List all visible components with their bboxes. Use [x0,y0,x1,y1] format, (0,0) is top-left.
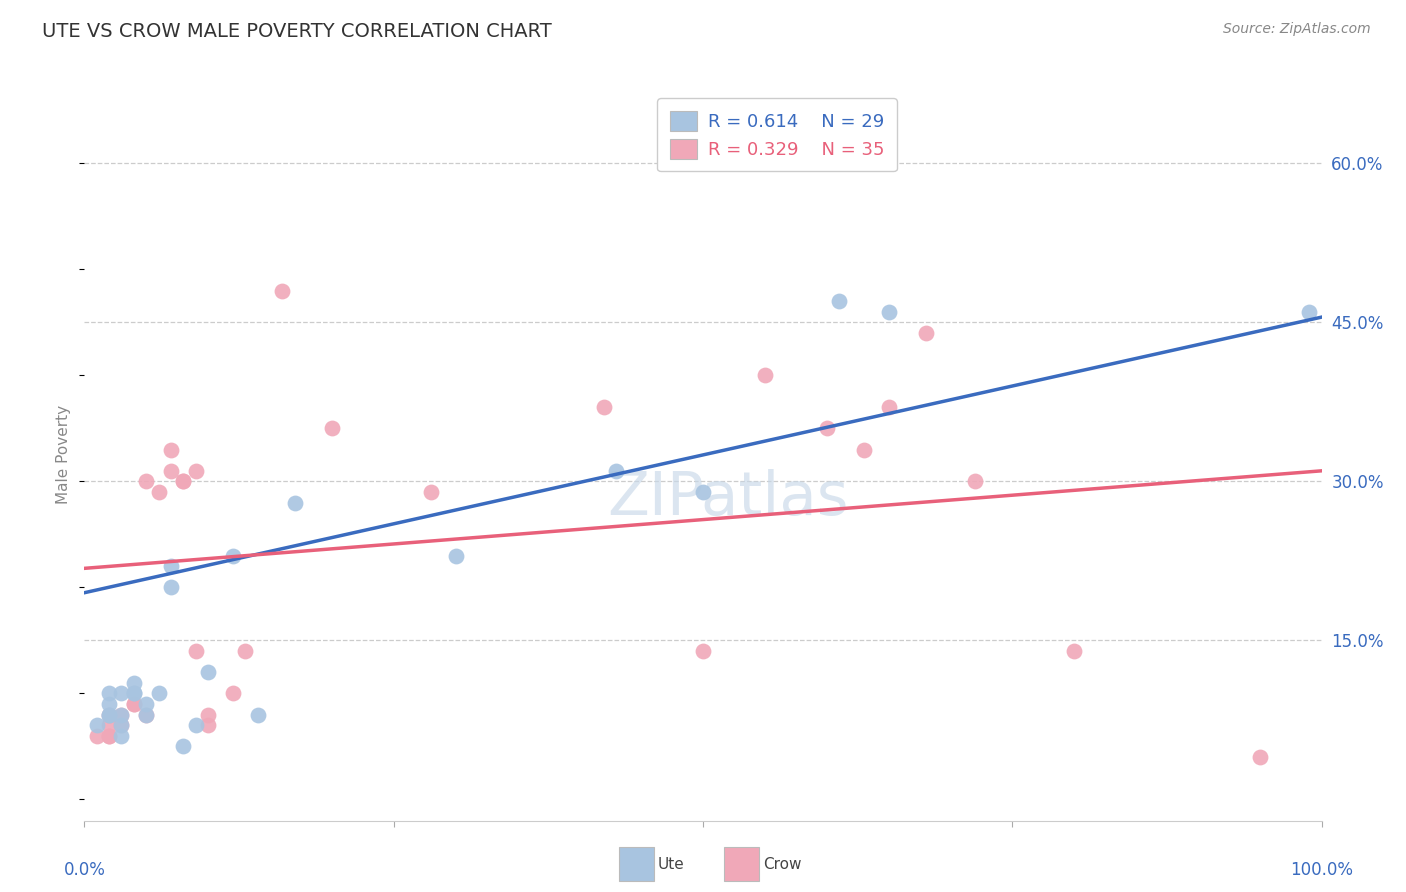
Point [98,707,121,722]
Point [284,495,307,509]
Point [222,686,245,700]
Point [184,464,207,478]
Point [222,549,245,563]
Point [98,718,121,732]
Point [914,326,936,340]
Point [98,729,121,743]
Point [197,665,219,680]
Point [98,729,121,743]
Point [877,305,900,319]
Point [321,421,343,435]
Point [122,697,145,711]
Point [148,485,170,500]
Point [110,729,132,743]
Text: Source: ZipAtlas.com: Source: ZipAtlas.com [1223,22,1371,37]
Point [110,718,132,732]
Point [135,475,157,489]
Point [1298,305,1320,319]
Point [148,686,170,700]
Point [184,644,207,658]
Point [246,707,269,722]
Point [172,739,194,754]
Point [135,707,157,722]
Text: Ute: Ute [658,857,685,871]
Text: Crow: Crow [763,857,801,871]
Point [605,464,627,478]
Point [692,485,714,500]
Point [184,718,207,732]
Point [98,707,121,722]
Point [135,697,157,711]
Point [160,559,183,574]
Point [135,707,157,722]
Point [419,485,441,500]
Point [86,718,108,732]
Point [110,707,132,722]
Text: 100.0%: 100.0% [1291,861,1353,879]
Text: ZIPatlas: ZIPatlas [607,469,848,528]
Point [122,686,145,700]
Point [160,581,183,595]
Point [110,707,132,722]
Point [172,475,194,489]
Point [122,697,145,711]
Point [965,475,987,489]
Point [754,368,776,383]
Point [593,401,616,415]
Point [98,707,121,722]
Point [160,464,183,478]
Point [1249,750,1271,764]
Point [172,475,194,489]
Point [852,442,875,457]
Point [86,729,108,743]
Point [271,284,294,298]
Point [877,401,900,415]
Point [233,644,256,658]
Point [197,718,219,732]
Legend: R = 0.614    N = 29, R = 0.329    N = 35: R = 0.614 N = 29, R = 0.329 N = 35 [658,98,897,171]
Point [110,718,132,732]
Point [197,707,219,722]
Point [98,697,121,711]
Point [828,294,851,309]
Point [444,549,467,563]
Y-axis label: Male Poverty: Male Poverty [56,405,72,505]
Text: UTE VS CROW MALE POVERTY CORRELATION CHART: UTE VS CROW MALE POVERTY CORRELATION CHA… [42,22,553,41]
Point [122,676,145,690]
Point [1063,644,1085,658]
Point [815,421,838,435]
Point [98,686,121,700]
Text: 0.0%: 0.0% [63,861,105,879]
Point [122,686,145,700]
Point [692,644,714,658]
Point [160,442,183,457]
Point [110,686,132,700]
